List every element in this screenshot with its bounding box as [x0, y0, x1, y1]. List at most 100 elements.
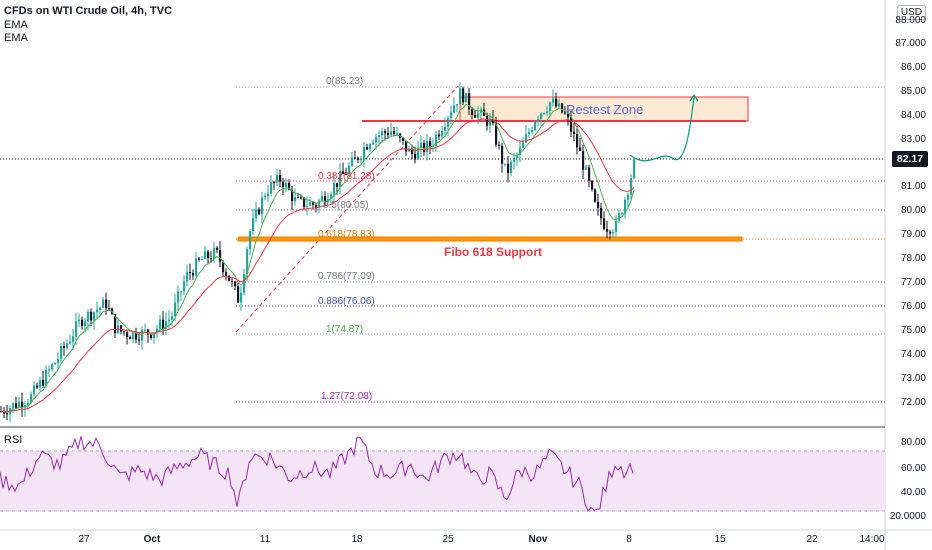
- indicator-label-ema-1[interactable]: EMA: [4, 19, 28, 31]
- candle-body: [48, 369, 51, 371]
- candle-body: [525, 134, 528, 143]
- candle-body: [360, 158, 363, 160]
- candle-body: [459, 88, 462, 104]
- candle-body: [429, 140, 432, 147]
- candle-body: [528, 132, 531, 135]
- indicator-label-ema-2[interactable]: EMA: [4, 32, 28, 44]
- fib-level-label: 0.5(80.05): [323, 200, 369, 211]
- candle-body: [366, 147, 369, 150]
- candle-body: [183, 281, 186, 292]
- candle-body: [468, 93, 471, 110]
- candle-body: [168, 319, 171, 322]
- candle-body: [270, 182, 273, 194]
- candle-body: [363, 147, 366, 159]
- candle-body: [369, 144, 372, 150]
- candle-body: [66, 343, 69, 348]
- candle-body: [87, 311, 90, 322]
- candle-body: [144, 329, 147, 331]
- candle-body: [279, 174, 282, 182]
- rsi-label[interactable]: RSI: [4, 434, 23, 446]
- candle-body: [219, 249, 222, 262]
- currency-button[interactable]: USD: [896, 5, 926, 20]
- candle-body: [264, 196, 267, 198]
- candle-body: [120, 325, 123, 332]
- candle-body: [69, 341, 72, 344]
- price-tick: 73.00: [900, 373, 926, 384]
- price-tick: 88.000: [895, 15, 926, 26]
- time-tick: 11: [259, 534, 271, 545]
- fib-level-label: 0(85.23): [326, 76, 364, 87]
- time-tick: 22: [806, 534, 818, 545]
- candle-body: [213, 247, 216, 260]
- candle-body: [387, 133, 390, 136]
- candle-body: [435, 134, 438, 146]
- candle-body: [390, 130, 393, 136]
- candle-body: [324, 196, 327, 203]
- candle-body: [495, 123, 498, 145]
- candle-body: [78, 319, 81, 322]
- candle-body: [501, 145, 504, 164]
- candle-body: [342, 171, 345, 174]
- candle-body: [618, 213, 621, 221]
- candle-body: [609, 231, 612, 234]
- candle-body: [549, 102, 552, 112]
- candle-body: [189, 272, 192, 274]
- candle-body: [204, 251, 207, 260]
- candle-body: [318, 200, 321, 208]
- candle-body: [186, 272, 189, 282]
- candle-body: [99, 307, 102, 310]
- ema-fast-line: [0, 103, 635, 414]
- symbol-header[interactable]: CFDs on WTI Crude Oil, 4h, TVC: [4, 4, 172, 18]
- fibo-support-label[interactable]: Fibo 618 Support: [444, 245, 543, 259]
- candle-body: [228, 275, 231, 282]
- candle-body: [105, 299, 108, 309]
- candle-body: [489, 118, 492, 126]
- candle-body: [378, 135, 381, 138]
- candle-body: [354, 157, 357, 159]
- candle-body: [234, 281, 237, 287]
- candle-body: [546, 111, 549, 113]
- fib-level-label: 0.618(78.83): [318, 229, 375, 240]
- rsi-tick: 60.00: [900, 463, 926, 474]
- price-tick: 72.00: [900, 397, 926, 408]
- candle-body: [12, 403, 15, 409]
- candle-body: [498, 144, 501, 146]
- candle-body: [303, 197, 306, 208]
- candle-body: [630, 178, 633, 195]
- price-tick: 81.00: [900, 181, 926, 192]
- rsi-tick: 20.0000: [889, 511, 926, 522]
- candle-body: [336, 182, 339, 187]
- candle-body: [33, 385, 36, 395]
- candle-body: [267, 193, 270, 197]
- candle-body: [480, 109, 483, 113]
- candle-body: [258, 209, 261, 215]
- candle-body: [300, 197, 303, 199]
- fibo-support-rect: [237, 236, 743, 242]
- candle-body: [561, 103, 564, 113]
- candle-body: [159, 319, 162, 329]
- candle-body: [462, 88, 465, 103]
- candle-body: [306, 205, 309, 208]
- candle-body: [465, 93, 468, 103]
- retest-zone-label[interactable]: Restest Zone: [566, 102, 644, 117]
- candle-body: [411, 148, 414, 154]
- symbol-title[interactable]: CFDs on WTI Crude Oil, 4h, TVC: [4, 5, 173, 17]
- candle-body: [540, 113, 543, 119]
- candle-body: [402, 137, 405, 142]
- candle-body: [438, 134, 441, 137]
- candle-body: [582, 151, 585, 170]
- candle-body: [216, 247, 219, 250]
- candle-body: [309, 202, 312, 206]
- price-tick: 85.00: [900, 86, 926, 97]
- candle-body: [60, 346, 63, 359]
- candle-body: [114, 314, 117, 333]
- fib-level-label: 0.886(76.06): [318, 296, 375, 307]
- time-tick: Nov: [528, 534, 548, 545]
- candle-body: [558, 103, 561, 107]
- candle-body: [585, 167, 588, 170]
- candle-body: [372, 142, 375, 145]
- candle-body: [537, 118, 540, 122]
- candle-body: [135, 332, 138, 340]
- candle-body: [441, 130, 444, 137]
